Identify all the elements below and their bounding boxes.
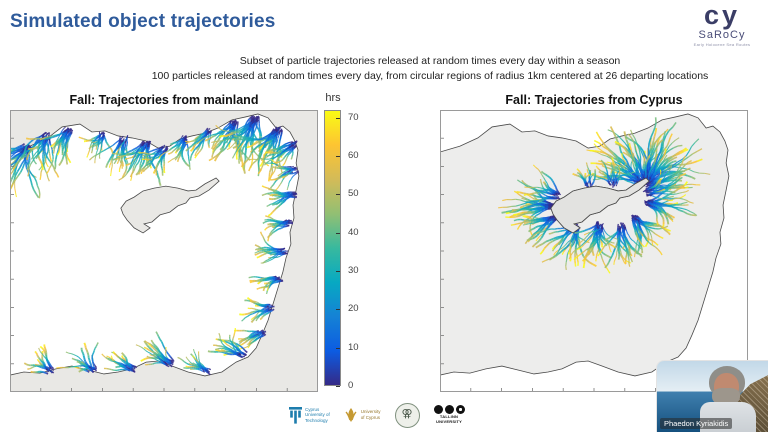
- sarocy-logo-tagline: Early Holocene Sea Routes: [693, 42, 751, 47]
- sarocy-logo: cy SaRoCy Early Holocene Sea Routes: [678, 2, 766, 47]
- colorbar-tick-label: 10: [348, 341, 359, 353]
- mainland-map-title: Fall: Trajectories from mainland: [69, 93, 259, 107]
- webcam-person-beard: [712, 388, 740, 406]
- slide-subtitle: Subset of particle trajectories released…: [96, 54, 764, 84]
- colorbar-tick-mark: [336, 347, 340, 349]
- taltech-logo-text: TALLINN UNIVERSITY: [436, 414, 463, 425]
- colorbar-tick-mark: [336, 309, 340, 311]
- colorbar-tick-mark: [336, 194, 340, 196]
- colorbar-gradient: [324, 110, 341, 386]
- mainland-trajectories-map: [10, 110, 318, 392]
- ucy-logo-icon: [345, 408, 357, 422]
- subtitle-line-1: Subset of particle trajectories released…: [239, 55, 621, 67]
- colorbar-tick-mark: [336, 117, 340, 119]
- cyprus-map-title: Fall: Trajectories from Cyprus: [505, 93, 683, 107]
- webcam-video-tile[interactable]: Phaedon Kyriakidis: [657, 361, 768, 432]
- partner-logos: Cyprus University of Technology University…: [289, 401, 465, 429]
- page-title: Simulated object trajectories: [10, 11, 276, 32]
- ucy-logo-text: University of Cyprus: [360, 409, 381, 420]
- taltech-logo: TALLINN UNIVERSITY: [433, 404, 465, 425]
- colorbar-tick-mark: [336, 156, 340, 157]
- taltech-circles-icon: [433, 404, 465, 414]
- webcam-name-label: Phaedon Kyriakidis: [660, 418, 733, 429]
- colorbar-tick-label: 30: [348, 265, 359, 276]
- subtitle-line-2: 100 particles released at random times e…: [151, 70, 709, 82]
- colorbar-tick-mark: [336, 232, 340, 234]
- colorbar-tick-label: 70: [348, 111, 359, 123]
- colorbar-units-label: hrs: [325, 92, 341, 104]
- colorbar: 0 10 20 30 40 50 60 70: [324, 110, 384, 391]
- cyprus-trajectories-map: [440, 110, 748, 392]
- colorbar-tick-mark: [336, 271, 340, 272]
- cut-logo: Cyprus University of Technology: [289, 406, 330, 424]
- ucy-logo: University of Cyprus: [344, 407, 381, 423]
- cut-logo-icon: [289, 406, 302, 424]
- colorbar-tick-label: 50: [348, 188, 359, 200]
- colorbar-tick-label: 20: [348, 303, 359, 315]
- colorbar-tick-label: 0: [348, 380, 354, 391]
- sarocy-logo-mark: cy: [703, 0, 741, 30]
- colorbar-tick-label: 60: [348, 150, 359, 161]
- round-seal-logo: ⚢: [394, 402, 420, 428]
- cut-logo-text: Cyprus University of Technology: [305, 406, 330, 423]
- colorbar-tick-mark: [336, 386, 340, 387]
- colorbar-tick-label: 40: [348, 226, 359, 238]
- sarocy-logo-name: SaRoCy: [698, 29, 746, 41]
